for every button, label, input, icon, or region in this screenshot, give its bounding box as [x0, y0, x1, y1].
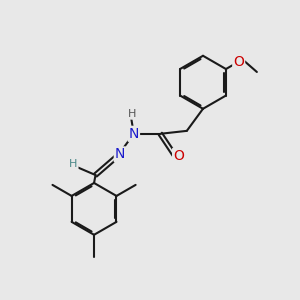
- Text: O: O: [173, 149, 184, 163]
- Text: H: H: [69, 159, 78, 169]
- Text: N: N: [129, 127, 139, 141]
- Text: H: H: [128, 109, 136, 119]
- Text: O: O: [233, 55, 244, 69]
- Text: N: N: [115, 147, 125, 161]
